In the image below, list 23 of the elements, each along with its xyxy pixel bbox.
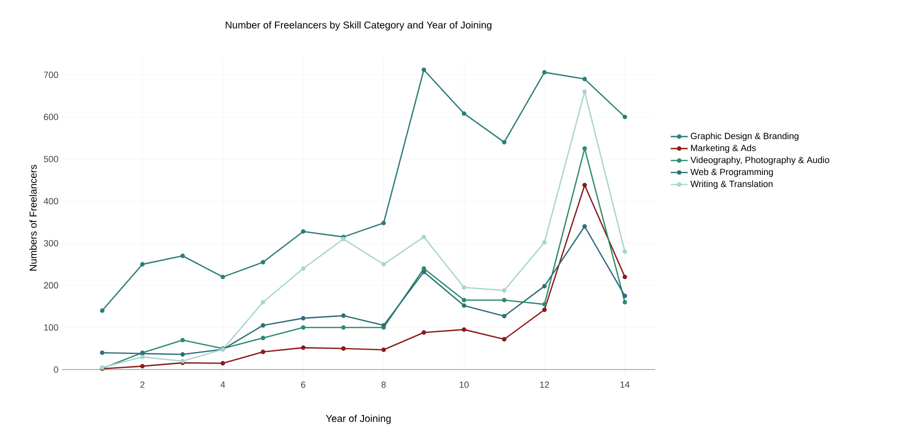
legend-label: Graphic Design & Branding	[690, 132, 798, 141]
y-axis-title: Numbers of Freelancers	[29, 164, 37, 271]
y-tick-label: 600	[44, 114, 58, 120]
y-tick-label: 700	[44, 72, 58, 78]
x-tick-label: 10	[460, 382, 469, 388]
x-tick-label: 14	[620, 382, 630, 388]
y-tick-label: 300	[44, 240, 58, 246]
x-tick-label: 8	[382, 382, 386, 388]
x-tick-label: 12	[540, 382, 549, 388]
x-tick-label: 6	[301, 382, 306, 388]
y-tick-label: 500	[44, 156, 58, 162]
x-tick-label: 4	[220, 382, 226, 388]
x-tick-label: 2	[140, 382, 144, 388]
y-tick-label: 0	[54, 366, 58, 373]
legend-label: Marketing & Ads	[691, 144, 756, 153]
legend-label: Web & Programming	[690, 168, 773, 177]
legend-label: Writing & Translation	[690, 180, 772, 189]
y-tick-label: 200	[44, 282, 58, 289]
legend-label: Videography, Photography & Audio	[690, 156, 830, 165]
y-tick-label: 100	[44, 324, 58, 331]
y-tick-label: 400	[44, 198, 58, 204]
x-axis-title: Year of Joining	[326, 414, 391, 424]
chart-title: Number of Freelancers by Skill Category and Year of Joining	[226, 21, 492, 30]
